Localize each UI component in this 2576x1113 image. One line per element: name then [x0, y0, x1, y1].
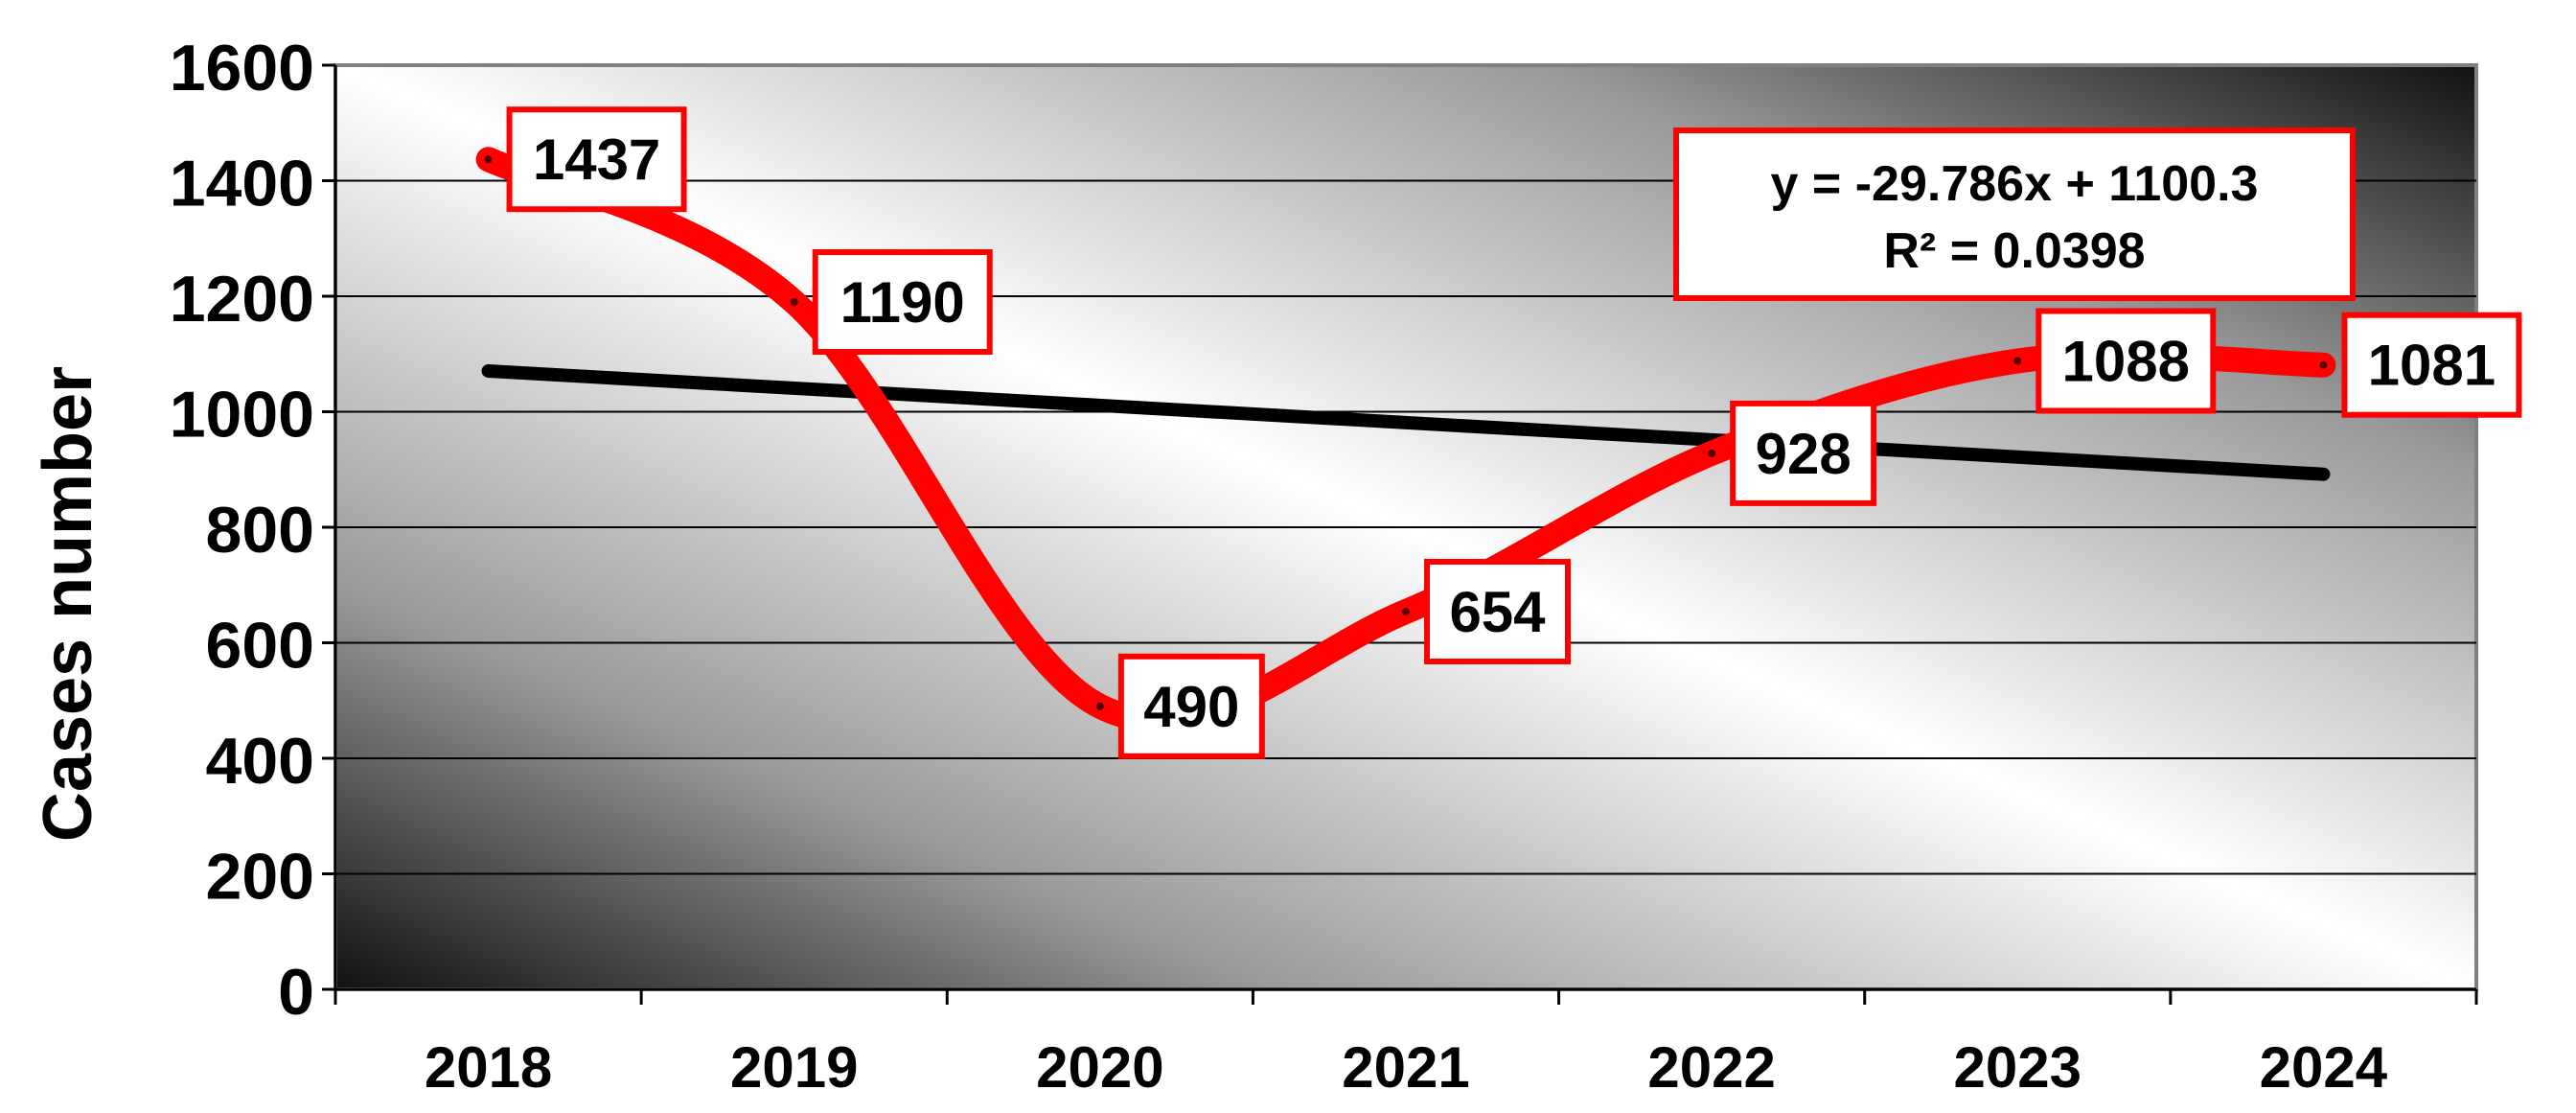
x-tick-label: 2018: [425, 1035, 552, 1100]
data-point: [1402, 607, 1410, 615]
x-tick-label: 2023: [1954, 1035, 2082, 1100]
x-axis-ticks: 2018 2019 2020 2021 2022 2023 2024: [334, 989, 2478, 1100]
data-label-box: [1730, 400, 1877, 506]
y-tick-label: 800: [206, 494, 314, 567]
data-label-box: [1424, 558, 1571, 664]
data-point: [1708, 449, 1716, 457]
x-tick-label: 2024: [2260, 1035, 2388, 1100]
y-tick-label: 0: [278, 956, 314, 1029]
data-labels: 1437 1190 490 654 928 1088 1081: [506, 106, 2522, 759]
data-label: 490: [1117, 653, 1265, 759]
y-tick-label: 1400: [170, 148, 314, 220]
data-label: 1088: [2036, 308, 2217, 414]
data-point: [2013, 357, 2022, 365]
y-tick-label: 1200: [170, 263, 314, 336]
trendline-equation: y = -29.786x + 1100.3: [1771, 156, 2259, 212]
data-label-text: 1437: [533, 128, 660, 192]
data-label: 1437: [506, 106, 687, 213]
x-tick-label: 2020: [1036, 1035, 1163, 1100]
data-label-text: 928: [1756, 422, 1852, 486]
data-label-text: 1190: [840, 270, 965, 335]
data-label: 1190: [812, 249, 993, 356]
data-label: 654: [1424, 558, 1571, 664]
data-label-text: 654: [1449, 580, 1546, 644]
trendline-equation-box: y = -29.786x + 1100.3 R² = 0.0398: [1673, 128, 2356, 301]
y-axis-ticks: 0 200 400 600 800 1000 1200 1400 1600: [170, 32, 335, 1029]
data-label-text: 490: [1143, 675, 1239, 739]
data-label: 928: [1730, 400, 1877, 506]
x-tick-label: 2022: [1647, 1035, 1775, 1100]
data-points: [484, 155, 2328, 710]
trendline: [481, 364, 2331, 481]
y-tick-label: 400: [206, 725, 314, 798]
data-label: 1081: [2341, 312, 2522, 418]
trendline-r2: R² = 0.0398: [1883, 223, 2145, 279]
y-tick-label: 200: [206, 841, 314, 914]
x-tick-label: 2019: [730, 1035, 858, 1100]
data-label-text: 1081: [2368, 334, 2496, 398]
y-axis-label: Cases number: [30, 366, 106, 842]
data-point: [484, 155, 493, 164]
data-point: [790, 298, 798, 307]
y-tick-label: 600: [206, 610, 314, 683]
x-tick-label: 2021: [1342, 1035, 1469, 1100]
data-label-box: [1117, 653, 1265, 759]
data-point: [2319, 360, 2328, 369]
data-label-text: 1088: [2062, 329, 2190, 393]
data-label-box: [2341, 312, 2522, 418]
y-tick-label: 1000: [170, 379, 314, 452]
data-label-box: [812, 249, 993, 356]
y-tick-label: 1600: [170, 32, 314, 104]
data-point: [1095, 702, 1104, 710]
data-label-box: [506, 106, 687, 213]
data-label-box: [2036, 308, 2217, 414]
